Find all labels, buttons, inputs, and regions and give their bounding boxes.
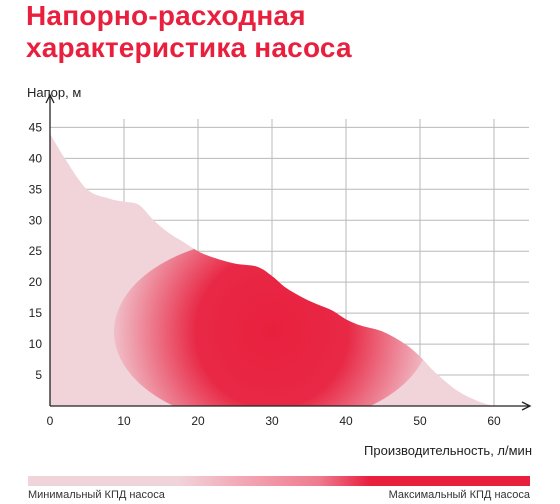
efficiency-legend-bar [28, 476, 530, 486]
x-tick-label: 40 [339, 414, 353, 428]
chart-title-line1: Напорно-расходная [26, 0, 306, 31]
x-tick-label: 60 [487, 414, 501, 428]
x-axis-arrow [521, 401, 532, 411]
legend-max-label: Максимальный КПД насоса [388, 489, 530, 501]
y-tick-label: 45 [29, 120, 43, 134]
x-tick-label: 50 [413, 414, 427, 428]
y-tick-label: 25 [29, 244, 43, 258]
y-tick-label: 20 [29, 275, 43, 289]
chart-title-line2: характеристика насоса [26, 32, 352, 63]
axes [45, 93, 532, 411]
y-axis-label: Напор, м [27, 85, 81, 100]
chart-title: Напорно-расходная характеристика насоса [26, 0, 352, 64]
x-tick-label: 0 [47, 414, 54, 428]
x-tick-label: 10 [117, 414, 131, 428]
legend-min-label: Минимальный КПД насоса [28, 489, 165, 501]
y-axis-arrow [45, 93, 55, 104]
x-axis-label: Производительность, л/мин [364, 443, 532, 458]
y-tick-label: 35 [29, 182, 43, 196]
y-tick-label: 15 [29, 306, 43, 320]
y-tick-label: 5 [35, 368, 42, 382]
y-tick-label: 30 [29, 213, 43, 227]
y-tick-label: 40 [29, 151, 43, 165]
y-tick-label: 10 [29, 337, 43, 351]
x-tick-label: 20 [191, 414, 205, 428]
x-tick-label: 30 [265, 414, 279, 428]
